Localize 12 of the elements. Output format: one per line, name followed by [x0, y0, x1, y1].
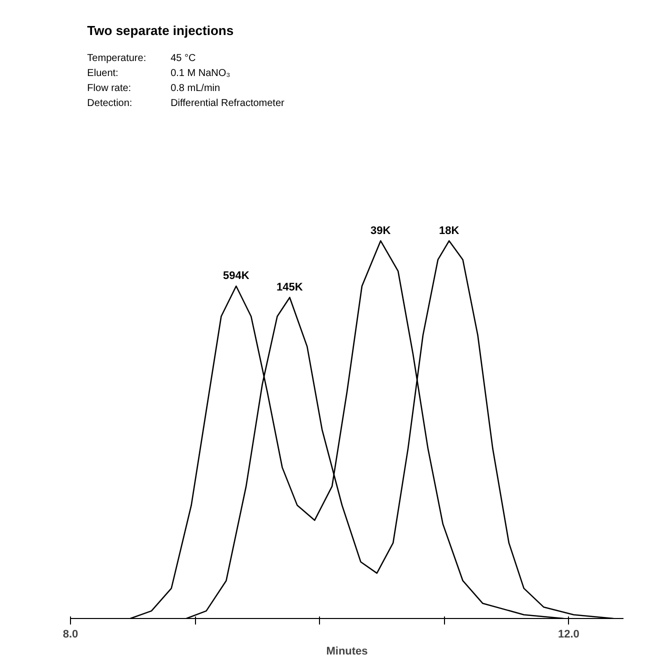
x-tick-label: 12.0: [558, 628, 580, 640]
annotation: 594K: [223, 270, 250, 282]
text: Temperature: 45 °C: [87, 53, 196, 64]
text: Flow rate: 0.8 mL/min: [87, 83, 220, 94]
text: Detection: Differential Refractometer: [87, 98, 284, 109]
x-axis-title: Minutes: [326, 646, 368, 658]
annotation: 145K: [276, 281, 303, 294]
annotation: 39K: [370, 224, 391, 237]
annotation: 18K: [439, 224, 460, 237]
x-tick-label: 8.0: [62, 628, 78, 640]
text: Eluent: 0.1 M NaNO₃: [87, 68, 230, 79]
chart-title: Two separate injections: [87, 23, 234, 38]
